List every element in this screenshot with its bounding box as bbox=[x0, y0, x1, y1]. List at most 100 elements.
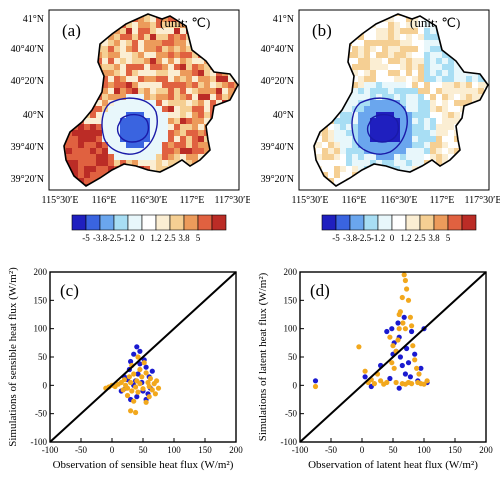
field-cell bbox=[192, 100, 199, 107]
field-cell bbox=[126, 130, 133, 137]
lat-label: 41°N bbox=[23, 14, 44, 25]
field-cell bbox=[490, 118, 497, 125]
field-cell bbox=[340, 124, 347, 131]
field-cell bbox=[222, 124, 229, 131]
field-cell bbox=[478, 34, 485, 41]
field-cell bbox=[472, 22, 479, 29]
field-cell bbox=[358, 100, 365, 107]
field-cell bbox=[168, 88, 175, 95]
field-cell bbox=[138, 70, 145, 77]
field-cell bbox=[382, 40, 389, 47]
field-cell bbox=[240, 160, 247, 167]
colorbar-tick: -5 bbox=[332, 233, 340, 243]
field-cell bbox=[64, 70, 67, 77]
field-cell bbox=[406, 76, 413, 83]
field-cell bbox=[382, 46, 389, 53]
field-cell bbox=[376, 106, 383, 113]
field-cell bbox=[84, 160, 91, 167]
field-cell bbox=[150, 82, 157, 89]
field-cell bbox=[418, 64, 425, 71]
data-point bbox=[152, 391, 158, 397]
field-cell bbox=[228, 154, 235, 161]
field-cell bbox=[168, 34, 175, 41]
field-cell bbox=[216, 106, 223, 113]
field-cell bbox=[394, 112, 401, 119]
field-cell bbox=[174, 40, 181, 47]
field-cell bbox=[162, 28, 169, 35]
field-cell bbox=[222, 166, 229, 173]
field-cell bbox=[448, 100, 455, 107]
field-cell bbox=[364, 70, 371, 77]
field-cell bbox=[150, 118, 157, 125]
field-cell bbox=[132, 106, 139, 113]
field-cell bbox=[198, 100, 205, 107]
field-cell bbox=[346, 148, 353, 155]
field-cell bbox=[192, 166, 199, 173]
field-cell bbox=[424, 46, 431, 53]
field-cell bbox=[430, 178, 437, 185]
colorbar-tick: 3.8 bbox=[428, 233, 440, 243]
data-point bbox=[399, 362, 405, 369]
field-cell bbox=[322, 70, 329, 77]
field-cell bbox=[472, 148, 479, 155]
field-cell bbox=[84, 46, 91, 53]
field-cell bbox=[162, 16, 169, 23]
field-cell bbox=[90, 76, 97, 83]
field-cell bbox=[334, 106, 341, 113]
field-cell bbox=[406, 112, 413, 119]
field-cell bbox=[168, 148, 175, 155]
field-cell bbox=[316, 124, 323, 131]
colorbar-tick: 3.8 bbox=[178, 233, 190, 243]
field-cell bbox=[460, 142, 467, 149]
data-point bbox=[143, 370, 149, 376]
field-cell bbox=[216, 136, 223, 143]
field-cell bbox=[340, 76, 347, 83]
field-cell bbox=[490, 178, 497, 185]
field-cell bbox=[406, 124, 413, 131]
scatter-c-svg: -100 -50 0 50 100 150 200 -100-50050100150200 … bbox=[7, 267, 243, 471]
field-cell bbox=[322, 112, 329, 119]
field-cell bbox=[144, 160, 151, 167]
field-cell bbox=[334, 124, 341, 131]
field-cell bbox=[418, 178, 425, 185]
field-cell bbox=[210, 40, 217, 47]
colorbar-swatch bbox=[461, 214, 477, 231]
field-cell bbox=[430, 166, 437, 173]
field-cell bbox=[222, 28, 229, 35]
data-point bbox=[139, 374, 145, 380]
field-cell bbox=[168, 130, 175, 137]
field-cell bbox=[328, 58, 335, 65]
field-cell bbox=[358, 136, 365, 143]
field-cell bbox=[418, 40, 425, 47]
field-cell bbox=[424, 112, 431, 119]
field-cell bbox=[228, 148, 235, 155]
field-cell bbox=[210, 142, 217, 149]
field-cell bbox=[346, 172, 353, 179]
field-cell bbox=[132, 64, 139, 71]
field-cell bbox=[490, 112, 497, 119]
field-cell bbox=[460, 178, 467, 185]
field-cell bbox=[150, 34, 157, 41]
data-point bbox=[145, 379, 151, 386]
field-cell bbox=[64, 124, 67, 131]
field-cell bbox=[346, 124, 353, 131]
field-cell bbox=[442, 148, 449, 155]
field-cell bbox=[156, 40, 163, 47]
field-cell bbox=[168, 178, 175, 185]
field-cell bbox=[138, 88, 145, 95]
field-cell bbox=[430, 106, 437, 113]
field-cell bbox=[210, 58, 217, 65]
field-cell bbox=[322, 172, 329, 179]
field-cell bbox=[406, 118, 413, 125]
field-cell bbox=[168, 172, 175, 179]
field-cell bbox=[388, 172, 395, 179]
field-cell bbox=[102, 118, 109, 125]
lon-label: 117°E bbox=[430, 195, 455, 206]
field-cell bbox=[240, 94, 247, 101]
field-cell bbox=[400, 76, 407, 83]
data-point bbox=[128, 379, 134, 386]
field-cell bbox=[96, 16, 103, 23]
field-cell bbox=[84, 58, 91, 65]
field-cell bbox=[484, 112, 488, 119]
field-cell bbox=[198, 130, 205, 137]
